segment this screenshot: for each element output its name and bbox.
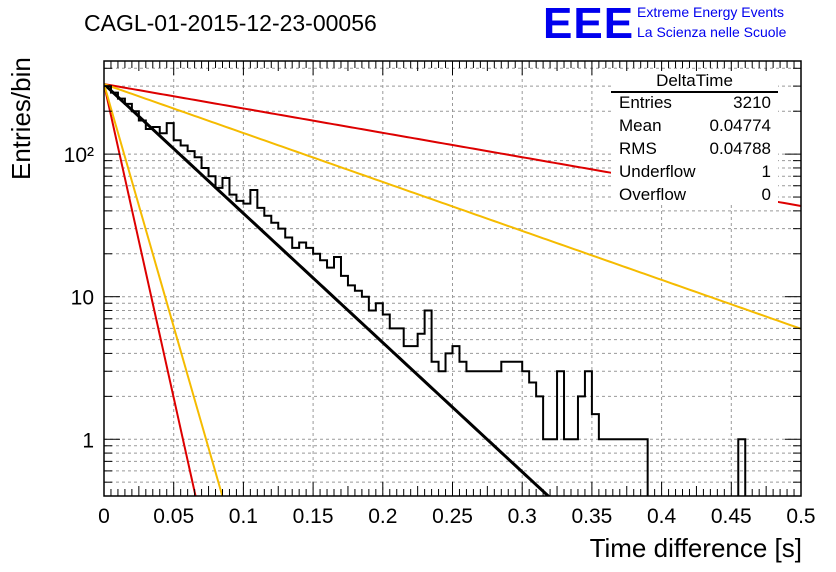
x-axis-label: Time difference [s] — [589, 533, 802, 563]
stats-label: Overflow — [619, 185, 687, 204]
x-tick-label: 0.2 — [368, 505, 397, 528]
stats-divider — [611, 91, 778, 93]
logo-line-2: La Scienza nelle Scuole — [637, 24, 787, 40]
stats-box: DeltaTime Entries 3210 Mean 0.04774 RMS … — [611, 71, 778, 205]
x-tick-label: 0.25 — [432, 505, 473, 528]
y-tick-label: 10² — [64, 144, 94, 167]
logo-line-1: Extreme Energy Events — [637, 4, 785, 20]
stats-label: Mean — [619, 116, 662, 135]
x-tick-label: 0.15 — [293, 505, 334, 528]
y-tick-label: 1 — [82, 429, 94, 452]
stats-row-entries: Entries 3210 — [619, 93, 771, 113]
stats-label: Entries — [619, 93, 672, 112]
fit-curve — [104, 82, 551, 496]
stats-value: 0.04774 — [709, 116, 771, 135]
stats-title: DeltaTime — [656, 71, 733, 90]
x-tick-label: 0.45 — [711, 505, 752, 528]
stats-row-rms: RMS 0.04788 — [619, 139, 771, 159]
chart-title: CAGL-01-2015-12-23-00056 — [84, 10, 377, 36]
x-tick-label: 0.05 — [153, 505, 194, 528]
stats-row-underflow: Underflow 1 — [619, 162, 771, 182]
fit-curve — [104, 83, 801, 330]
fit-curve — [104, 83, 197, 496]
y-axis-label: Entries/bin — [6, 57, 36, 180]
stats-value: 3210 — [733, 93, 771, 112]
stats-value: 1 — [761, 162, 771, 181]
stats-value: 0 — [761, 185, 771, 204]
y-tick-label: 10 — [71, 287, 94, 310]
x-tick-label: 0.3 — [508, 505, 537, 528]
x-tick-label: 0 — [98, 505, 110, 528]
stats-row-mean: Mean 0.04774 — [619, 116, 771, 136]
stats-label: Underflow — [619, 162, 696, 181]
stats-row-overflow: Overflow 0 — [619, 185, 771, 205]
x-tick-label: 0.35 — [571, 505, 612, 528]
histogram-bins — [104, 85, 747, 496]
x-tick-label: 0.1 — [229, 505, 258, 528]
eee-logo: EEE — [543, 0, 635, 48]
fit-curve — [104, 83, 224, 496]
stats-label: RMS — [619, 139, 657, 158]
x-tick-label: 0.4 — [647, 505, 677, 528]
stats-value: 0.04788 — [709, 139, 771, 158]
x-tick-label: 0.5 — [786, 505, 815, 528]
